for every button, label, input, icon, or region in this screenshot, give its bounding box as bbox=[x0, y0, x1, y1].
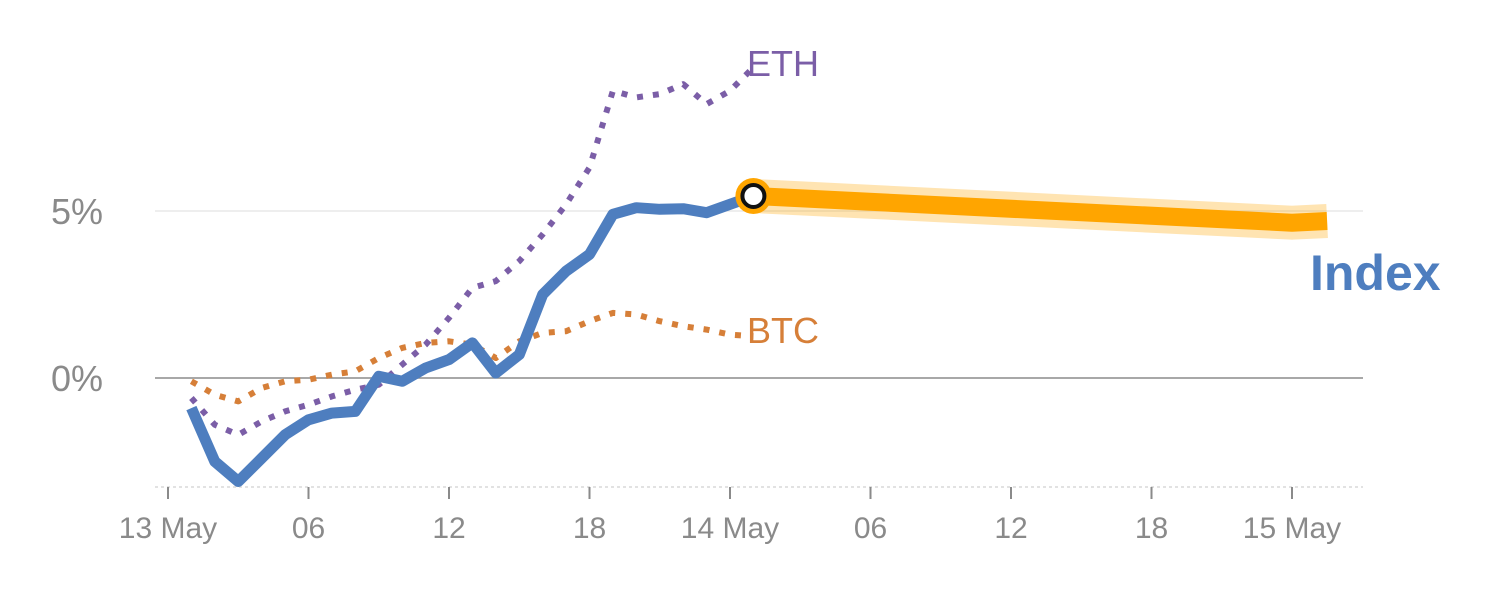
y-tick-label: 0% bbox=[51, 358, 103, 399]
x-tick-label: 15 May bbox=[1243, 512, 1341, 545]
x-tick-label: 06 bbox=[854, 512, 887, 545]
x-tick-label: 13 May bbox=[119, 512, 217, 545]
current-value-marker bbox=[735, 177, 772, 214]
gridlines bbox=[155, 210, 1363, 379]
x-tick-label: 12 bbox=[994, 512, 1027, 545]
y-tick-label: 5% bbox=[51, 191, 103, 232]
x-tick-label: 12 bbox=[432, 512, 465, 545]
x-tick-label: 18 bbox=[573, 512, 606, 545]
x-tick-label: 06 bbox=[292, 512, 325, 545]
series-labels: ETH BTC Index bbox=[747, 43, 1441, 351]
x-tick-label: 14 May bbox=[681, 512, 779, 545]
btc-series-line bbox=[189, 309, 754, 405]
axes: 0% 5% 13 May 06 12 18 14 May 06 12 18 15 May bbox=[51, 191, 1363, 545]
marker-inner-dot bbox=[740, 182, 767, 209]
series bbox=[186, 65, 1328, 487]
index-projection-line bbox=[752, 187, 1328, 232]
eth-series-line bbox=[189, 65, 756, 438]
index-series-label: Index bbox=[1310, 245, 1441, 301]
btc-series-label: BTC bbox=[747, 310, 819, 351]
eth-series-label: ETH bbox=[747, 43, 819, 84]
index-series-line bbox=[186, 190, 756, 487]
x-tick-label: 18 bbox=[1135, 512, 1168, 545]
